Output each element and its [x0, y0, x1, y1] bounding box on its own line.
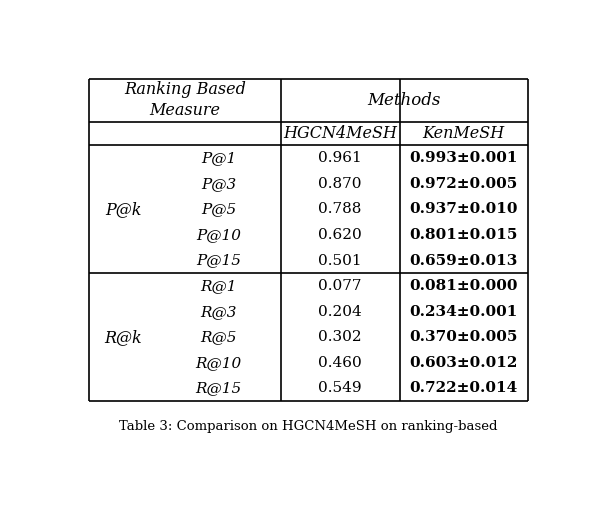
Text: Ranking Based
Measure: Ranking Based Measure	[124, 81, 246, 119]
Text: Table 3: Comparison on HGCN4MeSH on ranking-based: Table 3: Comparison on HGCN4MeSH on rank…	[119, 420, 498, 433]
Text: 0.972±0.005: 0.972±0.005	[409, 177, 518, 190]
Text: R@1: R@1	[200, 279, 237, 293]
Text: P@3: P@3	[201, 177, 237, 190]
Text: 0.620: 0.620	[318, 228, 362, 242]
Text: 0.549: 0.549	[318, 382, 362, 395]
Text: 0.077: 0.077	[318, 279, 362, 293]
Text: 0.788: 0.788	[318, 202, 362, 216]
Text: 0.722±0.014: 0.722±0.014	[409, 382, 518, 395]
Text: P@5: P@5	[201, 202, 237, 216]
Text: P@10: P@10	[196, 228, 241, 242]
Text: KenMeSH: KenMeSH	[423, 125, 505, 142]
Text: 0.370±0.005: 0.370±0.005	[409, 330, 518, 344]
Text: 0.870: 0.870	[318, 177, 362, 190]
Text: Methods: Methods	[367, 92, 441, 109]
Text: 0.603±0.012: 0.603±0.012	[409, 356, 518, 370]
Text: 0.302: 0.302	[318, 330, 362, 344]
Text: P@1: P@1	[201, 151, 237, 165]
Text: 0.234±0.001: 0.234±0.001	[409, 305, 518, 319]
Text: 0.659±0.013: 0.659±0.013	[409, 253, 518, 268]
Text: 0.961: 0.961	[318, 151, 362, 165]
Text: 0.501: 0.501	[318, 253, 362, 268]
Text: 0.993±0.001: 0.993±0.001	[409, 151, 518, 165]
Text: 0.204: 0.204	[318, 305, 362, 319]
Text: P@15: P@15	[196, 253, 241, 268]
Text: R@10: R@10	[196, 356, 242, 370]
Text: 0.081±0.000: 0.081±0.000	[409, 279, 518, 293]
Text: R@k: R@k	[104, 329, 142, 346]
Text: R@5: R@5	[200, 330, 237, 344]
Text: HGCN4MeSH: HGCN4MeSH	[283, 125, 397, 142]
Text: 0.460: 0.460	[318, 356, 362, 370]
Text: R@3: R@3	[200, 305, 237, 319]
Text: R@15: R@15	[196, 382, 242, 395]
Text: 0.937±0.010: 0.937±0.010	[409, 202, 518, 216]
Text: P@k: P@k	[105, 201, 141, 218]
Text: 0.801±0.015: 0.801±0.015	[409, 228, 518, 242]
